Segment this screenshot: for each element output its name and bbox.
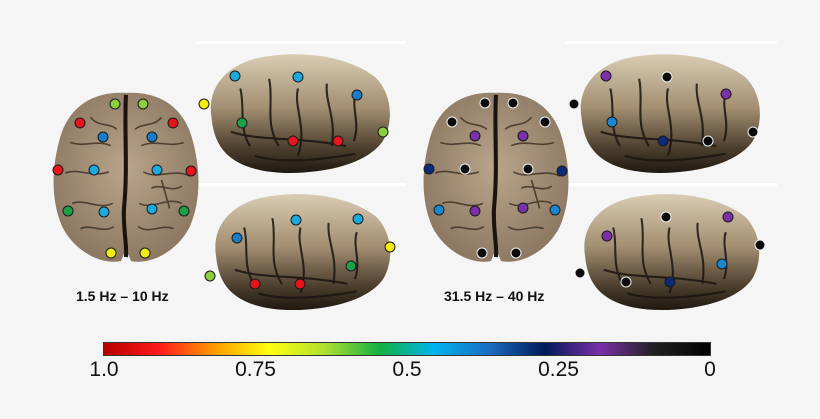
brain-side-icon [198, 50, 398, 175]
electrode-marker [332, 135, 344, 147]
brain-side-icon [203, 190, 398, 312]
electrode-marker [722, 211, 734, 223]
electrode-marker [292, 71, 304, 83]
electrode-marker [377, 126, 389, 138]
separator-line [196, 183, 406, 186]
electrode-marker [97, 131, 109, 143]
electrode-marker [657, 135, 669, 147]
electrode-marker [185, 165, 197, 177]
electrode-marker [507, 97, 519, 109]
brain-side-icon [572, 190, 767, 312]
electrode-marker [660, 211, 672, 223]
electrode-marker [620, 276, 632, 288]
electrode-marker [178, 205, 190, 217]
electrode-marker [510, 247, 522, 259]
electrode-marker [62, 205, 74, 217]
electrode-marker [433, 204, 445, 216]
electrode-marker [151, 164, 163, 176]
electrode-marker [600, 70, 612, 82]
electrode-marker [446, 116, 458, 128]
electrode-marker [459, 163, 471, 175]
electrode-marker [52, 164, 64, 176]
electrode-marker [476, 247, 488, 259]
electrode-marker [137, 98, 149, 110]
electrode-marker [574, 267, 586, 279]
electrode-marker [294, 278, 306, 290]
electrode-marker [664, 276, 676, 288]
separator-line [196, 41, 406, 44]
brain-top-icon [50, 85, 202, 271]
electrode-marker [702, 135, 714, 147]
electrode-marker [249, 278, 261, 290]
electrode-marker [98, 206, 110, 218]
electrode-marker [517, 202, 529, 214]
electrode-marker [146, 131, 158, 143]
electrode-marker [88, 164, 100, 176]
electrode-marker [229, 70, 241, 82]
electrode-marker [469, 130, 481, 142]
band-label-high: 31.5 Hz – 40 Hz [444, 288, 545, 304]
brain-side-view-high-2 [572, 190, 767, 312]
brain-top-view-high [420, 85, 572, 271]
electrode-marker [747, 126, 759, 138]
electrode-marker [290, 214, 302, 226]
electrode-marker [549, 204, 561, 216]
electrode-marker [423, 163, 435, 175]
electrode-marker [522, 163, 534, 175]
electrode-marker [105, 247, 117, 259]
electrode-marker [517, 130, 529, 142]
electrode-marker [109, 98, 121, 110]
brain-top-icon [420, 85, 572, 271]
electrode-marker [606, 116, 618, 128]
electrode-marker [716, 258, 728, 270]
electrode-marker [198, 98, 210, 110]
electrode-marker [139, 247, 151, 259]
colorbar-tick-label: 1.0 [89, 358, 119, 381]
electrode-marker [204, 270, 216, 282]
electrode-marker [479, 97, 491, 109]
colorbar [103, 342, 711, 356]
colorbar-tick-label: 0.75 [235, 358, 276, 381]
colorbar-tick-label: 0.25 [538, 358, 579, 381]
electrode-marker [351, 89, 363, 101]
electrode-marker [74, 117, 86, 129]
electrode-marker [556, 165, 568, 177]
electrode-marker [231, 232, 243, 244]
brain-side-view-low-2 [203, 190, 398, 312]
electrode-marker [661, 71, 673, 83]
brain-side-view-low-1 [198, 50, 398, 175]
electrode-marker [167, 117, 179, 129]
electrode-marker [601, 230, 613, 242]
electrode-marker [345, 260, 357, 272]
electrode-marker [754, 239, 766, 251]
electrode-marker [352, 213, 364, 225]
colorbar-tick-label: 0 [704, 358, 716, 381]
brain-top-view-low [50, 85, 202, 271]
electrode-marker [384, 241, 396, 253]
separator-line [565, 41, 777, 44]
brain-side-view-high-1 [568, 50, 768, 175]
brain-side-icon [568, 50, 768, 175]
electrode-marker [568, 98, 580, 110]
separator-line [565, 183, 777, 186]
colorbar-tick-label: 0.5 [392, 358, 422, 381]
electrode-marker [146, 203, 158, 215]
electrode-marker [236, 117, 248, 129]
electrode-marker [539, 116, 551, 128]
electrode-marker [469, 205, 481, 217]
band-label-low: 1.5 Hz – 10 Hz [76, 288, 169, 304]
electrode-marker [287, 135, 299, 147]
electrode-marker [720, 88, 732, 100]
